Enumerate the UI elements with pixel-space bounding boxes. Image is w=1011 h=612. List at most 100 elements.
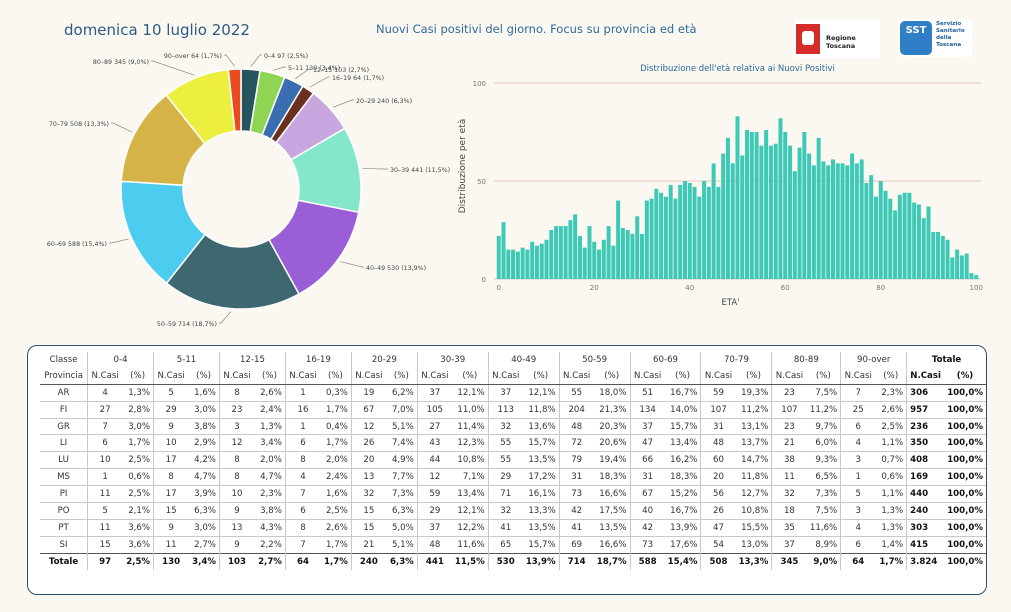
header-age-40-49: 40-49 [487,352,560,368]
histogram-bar [577,235,582,279]
header-totale: Totale [906,352,986,368]
histogram-bar [659,192,664,279]
cell-ncasi: 1 [87,468,123,486]
cell-ncasi: 29 [487,468,523,486]
cell-ncasi: 29 [153,400,189,419]
histogram-bar [587,226,592,279]
table-row: FI 27 2,8% 29 3,0% 23 2,4% 16 1,7% 67 7,0% 105 11,0%… [40,400,986,419]
histogram-bar [735,116,740,279]
cell-ncasi: 26 [350,434,386,452]
cell-ncasi: 7 [284,485,320,503]
histogram-bar [673,198,678,279]
cell-ncasi: 10 [153,434,189,452]
donut-leader-60-69 [109,238,129,244]
histogram-title: Distribuzione dell'età relativa ai Nuovi… [640,64,835,74]
donut-leader-50-59 [219,311,232,324]
cell-pct: 7,0% [385,400,418,419]
cell-pct: 3,6% [122,535,154,554]
sst-logo: SST Servizio Sanitario della Toscana [898,19,972,57]
cell-ncasi: 530 [487,552,523,570]
cell-ncasi: 32 [487,417,523,435]
subheader-ncasi: N.Casi [558,367,594,385]
cell-ncasi: 13 [218,518,255,537]
cell-ncasi: 8 [284,451,320,469]
province-name: Totale [40,552,88,570]
cell-ncasi: 204 [558,400,594,419]
histogram-bar [654,188,659,279]
cell-pct: 18,0% [593,383,631,402]
y-tick-label-50: 50 [477,178,486,186]
cell-ncasi: 107 [771,400,807,419]
cell-ncasi: 51 [629,383,665,402]
histogram-bar [778,118,783,279]
cell-pct: 0,7% [875,451,907,469]
histogram-bar [888,198,893,279]
x-tick-label-100: 100 [970,284,983,292]
histogram-bar [869,175,874,279]
cell-ncasi: 40 [629,502,665,520]
cell-total-ncasi: 415 [906,535,945,554]
cell-ncasi: 4 [87,383,123,402]
histogram-bar [816,137,821,279]
province-name: MS [40,468,88,486]
histogram-bar [826,165,831,279]
subheader-total-ncasi: N.Casi [906,367,945,385]
y-axis-label: Distribuzione per età [458,119,468,214]
cell-pct: 2,5% [122,485,154,503]
header-age-0-4: 0-4 [87,352,154,368]
histogram-bar [873,196,878,279]
cell-total-ncasi: 236 [906,417,945,435]
province-name: LI [40,434,88,452]
y-tick-label-100: 100 [473,80,486,88]
cell-pct: 13,4% [664,434,701,452]
donut-label-80-89: 80–89 345 (9,0%) [93,59,149,66]
cell-pct: 20,3% [593,417,631,435]
cell-pct: 15,2% [664,485,701,503]
cell-pct: 18,7% [593,552,631,570]
cell-ncasi: 15 [153,502,189,520]
donut-leader-40-49 [340,261,364,268]
cell-ncasi: 32 [771,485,807,503]
subheader-ncasi: N.Casi [629,367,665,385]
cell-ncasi: 5 [153,383,189,402]
cell-pct: 1,7% [122,434,154,452]
donut-slice-90-over [227,68,242,133]
cell-pct: 2,0% [254,451,286,469]
cell-pct: 2,4% [320,468,352,486]
header-age-80-89: 80-89 [771,352,841,368]
histogram-bar [644,200,649,279]
histogram-bar [969,273,974,279]
cell-ncasi: 103 [218,552,255,570]
cell-ncasi: 37 [416,383,452,402]
cell-pct: 1,3% [875,502,907,520]
cell-ncasi: 13 [350,468,386,486]
cell-total-ncasi: 440 [906,485,945,503]
cell-ncasi: 107 [700,400,736,419]
cell-total-ncasi: 303 [906,518,945,537]
cell-pct: 16,6% [593,535,631,554]
cell-total-ncasi: 350 [906,434,945,452]
subheader-ncasi: N.Casi [153,367,189,385]
histogram-bar [506,249,511,279]
cell-ncasi: 18 [771,502,807,520]
cell-ncasi: 73 [629,535,665,554]
cell-pct: 2,6% [254,383,286,402]
table-row: PO 5 2,1% 15 6,3% 9 3,8% 6 2,5% 15 6,3% 29 12,1% 32 13… [40,502,986,520]
histogram-bar [520,247,525,279]
cell-ncasi: 7 [284,535,320,554]
histogram-bar [955,249,960,279]
cell-ncasi: 9 [218,502,255,520]
histogram-bar [916,204,921,279]
cell-ncasi: 10 [218,485,255,503]
cell-pct: 10,8% [735,502,772,520]
cell-ncasi: 113 [487,400,523,419]
cell-pct: 6,3% [188,502,220,520]
histogram-bar [897,194,902,279]
cell-pct: 12,2% [451,518,489,537]
header-age-16-19: 16-19 [284,352,352,368]
table-row: MS 1 0,6% 8 4,7% 8 4,7% 4 2,4% 13 7,7% 12 7,1% 29 17,2… [40,468,986,486]
subheader-pct: (%) [385,367,418,385]
cell-ncasi: 37 [416,518,452,537]
histogram-bar [840,163,845,279]
cell-pct: 15,7% [522,434,560,452]
